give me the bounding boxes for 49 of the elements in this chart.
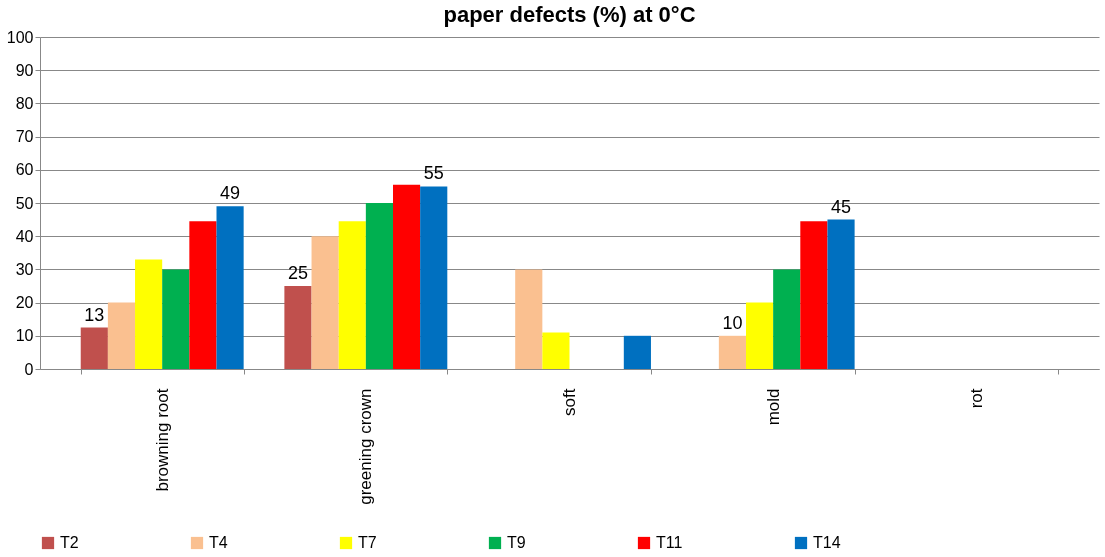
- x-tick-label: greening crown: [356, 388, 376, 505]
- bar: [773, 269, 801, 369]
- bar: [746, 302, 774, 369]
- bar: [135, 259, 163, 369]
- bar: [284, 286, 312, 369]
- data-label: 45: [831, 196, 852, 217]
- bar: [107, 302, 136, 369]
- data-label: 13: [84, 304, 105, 325]
- bar: [311, 236, 339, 369]
- data-label: 25: [287, 263, 308, 283]
- bar: [393, 184, 421, 369]
- x-tick-label: soft: [560, 388, 579, 416]
- y-tick-label: 40: [15, 227, 34, 245]
- bar: [216, 206, 244, 369]
- data-label: 10: [722, 312, 743, 333]
- y-tick-label: 60: [15, 161, 34, 179]
- bar: [189, 221, 217, 369]
- legend-label: T14: [813, 534, 841, 551]
- bar: [623, 335, 651, 369]
- bar: [718, 335, 746, 369]
- legend-label: T7: [358, 534, 377, 551]
- x-tick-label: browning root: [152, 388, 172, 492]
- bar: [800, 221, 828, 369]
- chart-title: paper defects (%) at 0°C: [443, 2, 696, 27]
- data-label: 49: [220, 183, 241, 204]
- y-tick-label: 0: [24, 360, 34, 378]
- data-label: 55: [423, 163, 444, 184]
- y-tick-label: 90: [15, 61, 34, 79]
- bar: [162, 269, 190, 369]
- legend-label: T4: [209, 534, 228, 551]
- y-tick-label: 30: [15, 260, 34, 278]
- bar: [515, 269, 543, 369]
- y-tick-label: 10: [15, 327, 34, 345]
- bar: [827, 219, 855, 369]
- y-tick-label: 50: [15, 194, 34, 212]
- bar: [365, 203, 393, 369]
- bar: [338, 221, 366, 369]
- y-tick-label: 20: [15, 294, 34, 312]
- bar: [80, 327, 108, 369]
- bar: [542, 332, 570, 369]
- legend-label: T2: [60, 534, 79, 551]
- bar: [420, 186, 448, 369]
- y-tick-label: 80: [15, 94, 34, 112]
- legend-label: T9: [507, 534, 526, 551]
- legend-label: T11: [656, 534, 683, 551]
- x-tick-label: mold: [763, 388, 783, 426]
- x-tick-label: rot: [967, 388, 987, 409]
- y-tick-label: 100: [6, 28, 34, 46]
- y-tick-label: 70: [15, 128, 34, 146]
